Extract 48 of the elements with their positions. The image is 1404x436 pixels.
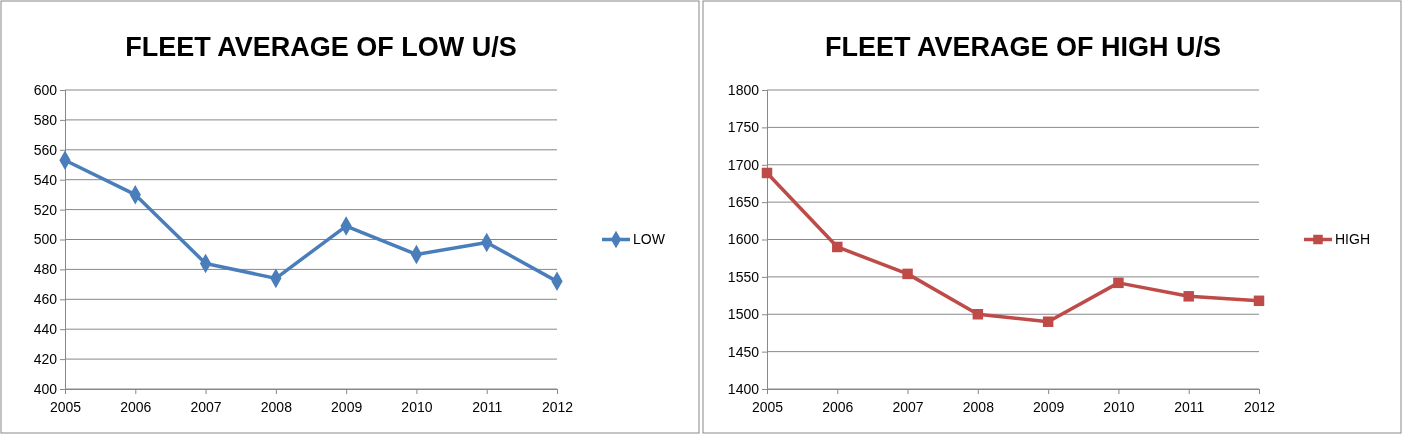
x-tick-label: 2009 [331, 399, 363, 416]
y-tick-label: 1750 [727, 119, 760, 136]
y-tick-label: 420 [33, 351, 58, 368]
x-tick-label: 2012 [1243, 399, 1276, 416]
point [761, 167, 773, 179]
point [1183, 291, 1194, 302]
point [902, 268, 913, 280]
x-tick-label: 2011 [472, 399, 503, 416]
point [972, 309, 984, 320]
legend-label: LOW [633, 231, 666, 248]
legend-label: HIGH [1335, 231, 1370, 248]
x-tick-label: 2011 [1174, 399, 1205, 416]
y-tick-label: 540 [33, 171, 58, 188]
x-tick-label: 2010 [401, 399, 433, 416]
x-tick-label: 2005 [49, 399, 82, 416]
x-tick-label: 2007 [190, 399, 222, 416]
y-tick-label: 1550 [727, 268, 760, 285]
x-tick-label: 2007 [892, 399, 924, 416]
chart-title: FLEET AVERAGE OF HIGH U/S [824, 32, 1222, 62]
y-tick-label: 1450 [727, 343, 760, 360]
x-tick-label: 2008 [260, 399, 293, 416]
x-tick-label: 2009 [1033, 399, 1065, 416]
y-tick-label: 460 [33, 291, 58, 308]
y-tick-label: 560 [33, 141, 58, 158]
y-tick-label: 600 [33, 81, 58, 98]
y-tick-label: 520 [33, 201, 58, 218]
point [1042, 316, 1054, 327]
x-tick-label: 2006 [822, 399, 854, 416]
point [1253, 295, 1265, 307]
y-tick-label: 1400 [727, 380, 760, 397]
y-tick-label: 1650 [727, 194, 760, 211]
y-tick-label: 1600 [727, 231, 760, 248]
x-tick-label: 2006 [120, 399, 152, 416]
y-tick-label: 480 [33, 261, 58, 278]
y-tick-label: 1500 [727, 306, 760, 323]
y-tick-label: 400 [33, 380, 58, 397]
x-tick-label: 2012 [541, 399, 574, 416]
y-tick-label: 500 [33, 231, 58, 248]
y-tick-label: 1700 [727, 156, 760, 173]
x-tick-label: 2010 [1103, 399, 1135, 416]
y-tick-label: 440 [33, 321, 58, 338]
x-tick-label: 2005 [751, 399, 784, 416]
x-tick-label: 2008 [962, 399, 995, 416]
point [832, 241, 843, 253]
chart-title: FLEET AVERAGE OF LOW U/S [125, 32, 517, 62]
point [1113, 277, 1124, 289]
y-tick-label: 1800 [727, 81, 760, 98]
y-tick-label: 580 [33, 111, 58, 128]
